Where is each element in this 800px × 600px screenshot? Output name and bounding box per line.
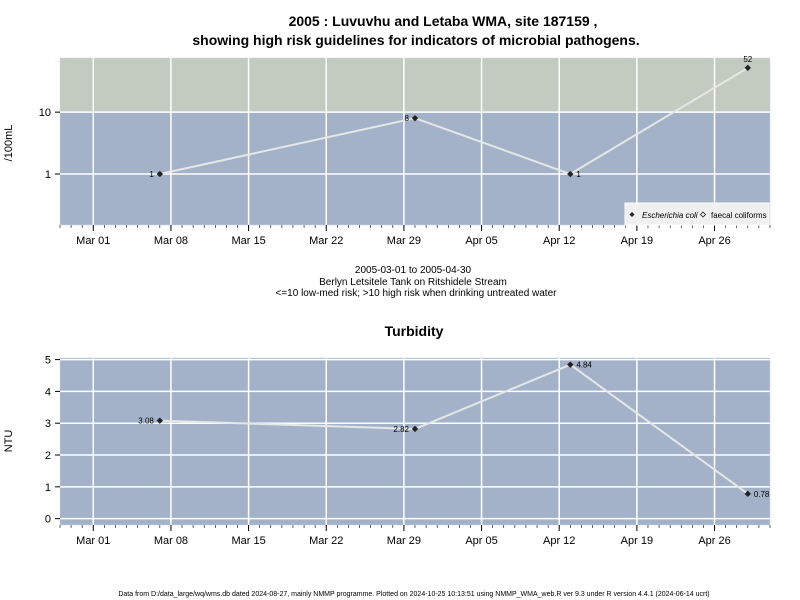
x-tick-label: Mar 08 — [154, 535, 188, 547]
x-tick-label: Mar 01 — [76, 535, 110, 547]
y-tick-label: 0 — [45, 514, 51, 526]
chart1-subtitle-line3: <=10 low-med risk; >10 high risk when dr… — [276, 288, 558, 299]
y-tick-label: 4 — [45, 386, 51, 398]
x-tick-label: Mar 01 — [76, 235, 110, 247]
x-tick-label: Apr 05 — [465, 535, 497, 547]
chart1-title-line1: 2005 : Luvuvhu and Letaba WMA, site 1871… — [289, 13, 598, 29]
legend-diamond-open-icon — [699, 211, 707, 218]
legend-item-faecal: faecal coliforms — [711, 211, 767, 220]
chart2-y-axis-label: NTU — [3, 430, 15, 453]
chart1-subtitle-line2: Berlyn Letsitele Tank on Ritshidele Stre… — [319, 277, 507, 288]
x-tick-label: Mar 15 — [231, 235, 265, 247]
x-tick-label: Mar 08 — [154, 235, 188, 247]
ecoli-legend: Escherichia coli faecal coliforms — [624, 202, 770, 226]
data-point — [411, 114, 419, 122]
ecoli-series-line — [159, 66, 749, 176]
turbidity-band — [60, 358, 770, 525]
data-point — [411, 425, 419, 433]
x-tick-label: Mar 29 — [387, 235, 421, 247]
x-tick-label: Mar 22 — [309, 535, 343, 547]
x-tick-label: Apr 12 — [543, 535, 575, 547]
y-tick-label: 2 — [45, 450, 51, 462]
turbidity-series-line — [159, 363, 749, 495]
x-tick-label: Mar 22 — [309, 235, 343, 247]
turbidity-gridlines — [59, 357, 771, 526]
data-label: 8 — [405, 114, 410, 123]
x-tick-label: Apr 12 — [543, 235, 575, 247]
data-point — [156, 170, 164, 178]
data-point — [744, 490, 752, 498]
chart1-subtitle-line1: 2005-03-01 to 2005-04-30 — [355, 265, 472, 276]
y-tick-label: 3 — [45, 418, 51, 430]
x-tick-label: Apr 19 — [621, 235, 653, 247]
ecoli-y-axis: 1 10 — [39, 107, 60, 181]
y-tick-label: 1 — [45, 482, 51, 494]
y-tick-label: 1 — [45, 169, 51, 181]
x-tick-label: Apr 26 — [698, 235, 730, 247]
chart2-title: Turbidity — [385, 323, 444, 339]
data-point — [567, 361, 574, 368]
data-label: 2.82 — [393, 425, 409, 434]
ecoli-points: 1 8 1 52 — [149, 55, 752, 179]
x-tick-label: Apr 26 — [698, 535, 730, 547]
turbidity-points: 3.08 2.82 4.84 0.78 — [138, 361, 770, 499]
data-label: 52 — [743, 55, 752, 64]
data-label: 4.84 — [576, 361, 592, 370]
x-tick-label: Mar 15 — [231, 535, 265, 547]
x-tick-label: Mar 29 — [387, 535, 421, 547]
turbidity-plot: 3.08 2.82 4.84 0.78 Mar 01 Mar 08 Mar 15 Mar 2… — [45, 355, 771, 547]
ecoli-gridlines — [59, 57, 771, 226]
chart1-title-line2: showing high risk guidelines for indicat… — [192, 32, 639, 48]
x-tick-label: Apr 05 — [465, 235, 497, 247]
data-label: 1 — [149, 170, 154, 179]
data-label: 1 — [576, 170, 581, 179]
y-tick-label: 5 — [45, 355, 51, 367]
legend-box — [624, 202, 770, 226]
data-point — [156, 417, 164, 424]
turbidity-x-axis: Mar 01 Mar 08 Mar 15 Mar 22 Mar 29 Apr 05 Apr … — [59, 525, 771, 547]
footer-note: Data from D:/data_large/wq/wms.db dated … — [118, 591, 709, 598]
high-risk-band — [60, 58, 770, 113]
y-tick-label: 10 — [39, 107, 51, 119]
data-label: 3.08 — [138, 417, 154, 426]
legend-item-ecoli: Escherichia coli — [642, 211, 698, 220]
legend-diamond-filled-icon — [629, 212, 635, 217]
ecoli-plot: 1 8 1 52 Mar 01 Mar 08 Mar 15 Mar 22 Mar 29 Apr … — [39, 55, 771, 247]
data-point — [744, 64, 752, 72]
x-tick-label: Apr 19 — [621, 535, 653, 547]
ecoli-x-axis: Mar 01 Mar 08 Mar 15 Mar 22 Mar 29 Apr 05 Apr … — [59, 225, 771, 247]
turbidity-y-axis: 0 1 2 3 4 5 — [45, 355, 60, 526]
chart1-y-axis-label: /100mL — [3, 125, 15, 162]
data-point — [567, 170, 574, 178]
data-label: 0.78 — [754, 490, 770, 499]
